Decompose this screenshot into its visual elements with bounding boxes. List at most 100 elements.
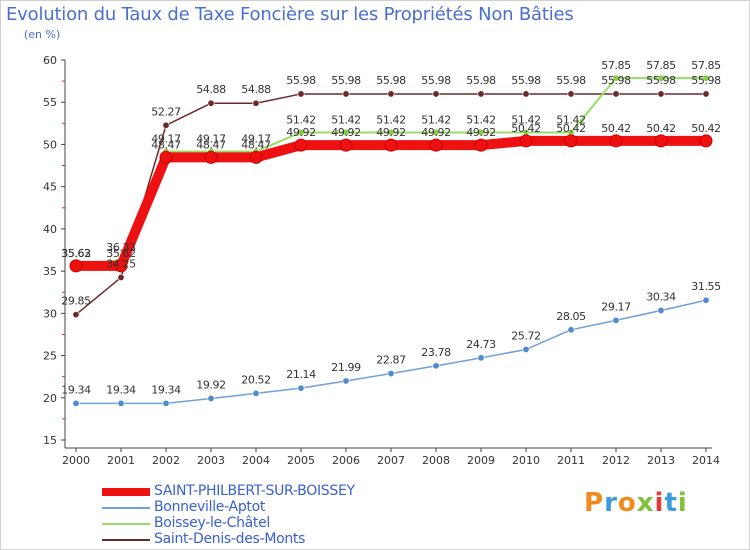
y-tick-label: 35 (43, 265, 57, 278)
data-label-bonneville-aptot: 20.52 (241, 373, 271, 386)
x-tick-label: 2013 (647, 454, 675, 467)
x-tick-label: 2010 (512, 454, 540, 467)
data-label-bonneville-aptot: 19.92 (196, 378, 226, 391)
data-point-saint-philbert (564, 134, 578, 148)
data-point-bonneville-aptot (477, 354, 485, 362)
data-point-bonneville-aptot (207, 394, 215, 402)
y-tick-label: 45 (43, 181, 57, 194)
data-label-bonneville-aptot: 19.34 (61, 383, 91, 396)
data-label-saint-denis-des-monts: 55.98 (601, 74, 631, 87)
data-label-bonneville-aptot: 24.73 (466, 338, 496, 351)
data-point-saint-denis-des-monts (477, 90, 485, 98)
data-point-bonneville-aptot (387, 370, 395, 378)
data-label-boissey-le-chatel: 51.42 (511, 113, 541, 126)
data-label-boissey-le-chatel: 57.85 (691, 59, 721, 72)
data-label-boissey-le-chatel: 57.85 (646, 59, 676, 72)
x-tick-label: 2008 (422, 454, 450, 467)
logo-letter: o (617, 488, 637, 518)
data-label-boissey-le-chatel: 51.42 (421, 113, 451, 126)
data-label-bonneville-aptot: 21.14 (286, 368, 316, 381)
y-tick-label: 50 (43, 138, 57, 151)
data-point-boissey-le-chatel (387, 128, 395, 136)
logo-letter: r (604, 488, 618, 518)
data-label-boissey-le-chatel: 35.63 (61, 247, 91, 260)
data-point-boissey-le-chatel (297, 128, 305, 136)
data-point-saint-philbert (609, 134, 623, 148)
data-point-saint-philbert (69, 259, 83, 273)
y-tick-label: 25 (43, 350, 57, 363)
data-point-saint-denis-des-monts (702, 90, 710, 98)
y-tick-label: 60 (43, 54, 57, 67)
data-point-bonneville-aptot (702, 296, 710, 304)
data-point-boissey-le-chatel (432, 128, 440, 136)
data-label-saint-denis-des-monts: 55.98 (511, 74, 541, 87)
data-point-saint-philbert (114, 259, 128, 273)
data-label-bonneville-aptot: 31.55 (691, 280, 721, 293)
data-point-bonneville-aptot (342, 377, 350, 385)
data-point-saint-denis-des-monts (72, 311, 80, 319)
data-label-boissey-le-chatel: 51.42 (286, 113, 316, 126)
legend-label-boissey-le-chatel: Boissey-le-Châtel (154, 515, 271, 531)
logo-letter: P (584, 488, 605, 518)
data-point-saint-philbert (699, 134, 713, 148)
x-tick-label: 2001 (107, 454, 135, 467)
data-label-saint-denis-des-monts: 55.98 (421, 74, 451, 87)
data-label-saint-philbert: 49.92 (466, 126, 496, 139)
y-tick-label: 55 (43, 96, 57, 109)
legend-swatch-saint-denis-des-monts (102, 539, 150, 541)
data-point-boissey-le-chatel (702, 74, 710, 82)
data-label-saint-denis-des-monts: 55.98 (691, 74, 721, 87)
x-tick-label: 2002 (152, 454, 180, 467)
data-label-bonneville-aptot: 22.87 (376, 354, 406, 367)
data-point-saint-denis-des-monts (207, 99, 215, 107)
legend-label-saint-denis-des-monts: Saint-Denis-des-Monts (154, 531, 306, 547)
data-label-saint-denis-des-monts: 55.98 (331, 74, 361, 87)
data-point-saint-philbert (159, 150, 173, 164)
data-point-saint-denis-des-monts (657, 90, 665, 98)
data-point-bonneville-aptot (117, 399, 125, 407)
data-point-boissey-le-chatel (657, 74, 665, 82)
y-tick-label: 20 (43, 392, 57, 405)
legend-swatch-boissey-le-chatel (102, 523, 150, 525)
data-label-saint-denis-des-monts: 52.27 (151, 105, 181, 118)
data-point-bonneville-aptot (297, 384, 305, 392)
data-label-saint-denis-des-monts: 55.98 (556, 74, 586, 87)
data-label-boissey-le-chatel: 51.42 (331, 113, 361, 126)
data-point-bonneville-aptot (162, 399, 170, 407)
data-label-bonneville-aptot: 19.34 (151, 383, 181, 396)
data-label-bonneville-aptot: 19.34 (106, 383, 136, 396)
x-tick-label: 2005 (287, 454, 315, 467)
data-label-bonneville-aptot: 25.72 (511, 329, 541, 342)
data-label-saint-denis-des-monts: 29.85 (61, 295, 91, 308)
data-label-boissey-le-chatel: 49.17 (241, 132, 271, 145)
data-point-saint-philbert (294, 138, 308, 152)
data-label-saint-philbert: 49.92 (376, 126, 406, 139)
data-label-saint-denis-des-monts: 55.98 (466, 74, 496, 87)
data-label-bonneville-aptot: 21.99 (331, 361, 361, 374)
data-point-boissey-le-chatel (477, 128, 485, 136)
data-point-bonneville-aptot (432, 362, 440, 370)
x-tick-label: 2007 (377, 454, 405, 467)
data-point-bonneville-aptot (657, 306, 665, 314)
data-point-saint-denis-des-monts (567, 90, 575, 98)
data-label-saint-denis-des-monts: 34.25 (106, 257, 136, 270)
data-label-saint-philbert: 49.92 (421, 126, 451, 139)
data-label-saint-philbert: 35.62 (106, 247, 136, 260)
data-label-saint-philbert: 48.47 (241, 138, 271, 151)
proxiti-logo: Proxiti (584, 488, 688, 518)
data-label-boissey-le-chatel: 36.33 (106, 241, 136, 254)
legend-swatch-saint-philbert (102, 488, 150, 496)
x-tick-label: 2006 (332, 454, 360, 467)
data-point-saint-denis-des-monts (522, 90, 530, 98)
data-label-bonneville-aptot: 28.05 (556, 310, 586, 323)
data-point-saint-denis-des-monts (162, 121, 170, 129)
data-point-bonneville-aptot (567, 326, 575, 334)
logo-letter: i (654, 488, 665, 518)
data-label-boissey-le-chatel: 49.17 (151, 132, 181, 145)
data-label-saint-philbert: 48.47 (196, 138, 226, 151)
data-label-saint-philbert: 50.42 (646, 122, 676, 135)
data-point-saint-philbert (204, 150, 218, 164)
logo-letter: x (636, 488, 655, 518)
data-label-saint-denis-des-monts: 55.98 (286, 74, 316, 87)
